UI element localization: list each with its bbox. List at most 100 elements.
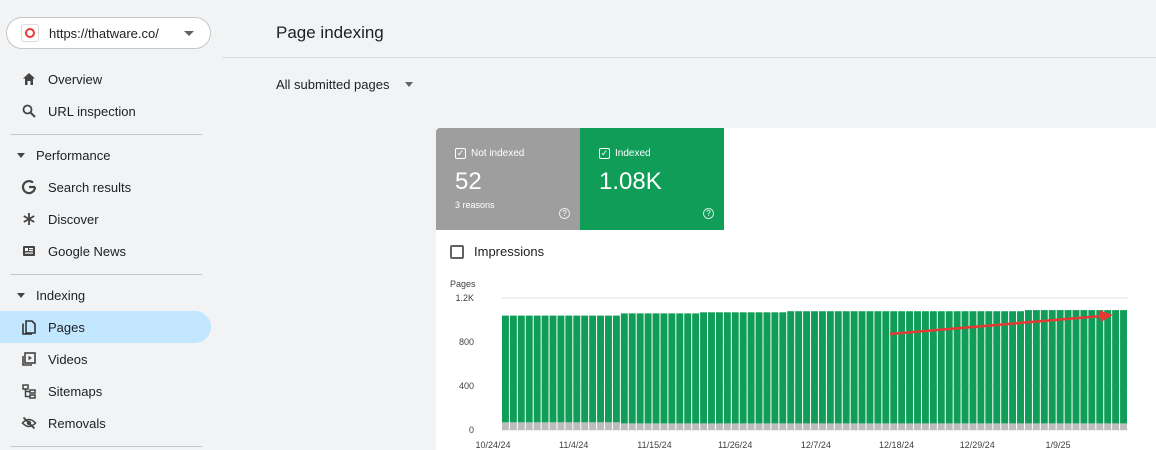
bar-indexed[interactable] — [937, 311, 945, 424]
bar-indexed[interactable] — [1088, 310, 1096, 424]
bar-indexed[interactable] — [723, 312, 731, 424]
property-selector[interactable]: https://thatware.co/ — [6, 17, 211, 49]
bar-not-indexed[interactable] — [898, 423, 906, 430]
bar-not-indexed[interactable] — [874, 423, 882, 430]
bar-indexed[interactable] — [573, 315, 581, 423]
bar-not-indexed[interactable] — [739, 423, 747, 430]
bar-indexed[interactable] — [692, 313, 700, 424]
bar-not-indexed[interactable] — [581, 422, 589, 430]
indexed-tile[interactable]: ✓ Indexed 1.08K ? — [580, 128, 724, 230]
bar-indexed[interactable] — [850, 311, 858, 424]
bar-indexed[interactable] — [842, 311, 850, 424]
bar-not-indexed[interactable] — [906, 423, 914, 430]
bar-not-indexed[interactable] — [985, 423, 993, 430]
bar-indexed[interactable] — [779, 312, 787, 424]
bar-indexed[interactable] — [1048, 310, 1056, 424]
bar-indexed[interactable] — [565, 315, 573, 423]
bar-not-indexed[interactable] — [850, 423, 858, 430]
bar-not-indexed[interactable] — [1080, 423, 1088, 430]
bar-indexed[interactable] — [525, 315, 533, 423]
bar-not-indexed[interactable] — [1040, 423, 1048, 430]
bar-not-indexed[interactable] — [660, 423, 668, 430]
bar-not-indexed[interactable] — [1072, 423, 1080, 430]
bar-not-indexed[interactable] — [977, 423, 985, 430]
bar-indexed[interactable] — [1040, 310, 1048, 424]
bar-not-indexed[interactable] — [811, 423, 818, 430]
bar-indexed[interactable] — [763, 312, 771, 424]
bar-not-indexed[interactable] — [644, 423, 652, 430]
bar-not-indexed[interactable] — [842, 423, 850, 430]
bar-not-indexed[interactable] — [517, 422, 525, 430]
checkbox-checked-icon[interactable]: ✓ — [455, 148, 466, 159]
bar-not-indexed[interactable] — [565, 422, 573, 430]
bar-indexed[interactable] — [636, 313, 644, 424]
bar-not-indexed[interactable] — [541, 422, 549, 430]
bar-not-indexed[interactable] — [826, 423, 834, 430]
bar-not-indexed[interactable] — [502, 422, 509, 430]
bar-indexed[interactable] — [826, 311, 834, 424]
bar-not-indexed[interactable] — [1009, 423, 1017, 430]
bar-indexed[interactable] — [818, 311, 826, 424]
sidebar-item-discover[interactable]: Discover — [0, 203, 211, 235]
bar-indexed[interactable] — [1120, 310, 1127, 424]
bar-not-indexed[interactable] — [1104, 423, 1112, 430]
bar-indexed[interactable] — [961, 311, 969, 424]
bar-indexed[interactable] — [589, 315, 597, 423]
bar-not-indexed[interactable] — [771, 423, 779, 430]
section-indexing[interactable]: Indexing — [0, 283, 211, 307]
sidebar-item-videos[interactable]: Videos — [0, 343, 211, 375]
bar-not-indexed[interactable] — [1017, 423, 1024, 430]
bar-indexed[interactable] — [517, 315, 525, 423]
bar-not-indexed[interactable] — [1032, 423, 1040, 430]
bar-indexed[interactable] — [858, 311, 866, 424]
bar-indexed[interactable] — [890, 311, 898, 424]
bar-indexed[interactable] — [581, 315, 589, 423]
bar-not-indexed[interactable] — [921, 423, 929, 430]
submitted-pages-filter[interactable]: All submitted pages — [276, 77, 414, 92]
bar-not-indexed[interactable] — [993, 423, 1001, 430]
section-performance[interactable]: Performance — [0, 143, 211, 167]
sidebar-item-removals[interactable]: Removals — [0, 407, 211, 439]
bar-indexed[interactable] — [1072, 310, 1080, 424]
bar-not-indexed[interactable] — [834, 423, 842, 430]
bar-not-indexed[interactable] — [715, 423, 723, 430]
bar-not-indexed[interactable] — [1120, 423, 1127, 430]
bar-not-indexed[interactable] — [1088, 423, 1096, 430]
bar-not-indexed[interactable] — [1056, 423, 1064, 430]
bar-indexed[interactable] — [1104, 310, 1112, 424]
bar-indexed[interactable] — [977, 311, 985, 424]
bar-not-indexed[interactable] — [636, 423, 644, 430]
bar-indexed[interactable] — [1024, 310, 1032, 424]
bar-indexed[interactable] — [652, 313, 660, 424]
bar-indexed[interactable] — [985, 311, 993, 424]
bar-not-indexed[interactable] — [708, 423, 715, 430]
bar-indexed[interactable] — [1001, 311, 1009, 424]
bar-indexed[interactable] — [549, 315, 557, 423]
bar-not-indexed[interactable] — [692, 423, 700, 430]
bar-indexed[interactable] — [811, 311, 818, 424]
bar-not-indexed[interactable] — [890, 423, 898, 430]
bar-not-indexed[interactable] — [795, 423, 803, 430]
bar-indexed[interactable] — [605, 315, 612, 423]
bar-not-indexed[interactable] — [1112, 423, 1120, 430]
bar-not-indexed[interactable] — [929, 423, 937, 430]
bar-not-indexed[interactable] — [605, 422, 612, 430]
bar-indexed[interactable] — [834, 311, 842, 424]
bar-indexed[interactable] — [874, 311, 882, 424]
sidebar-item-search-results[interactable]: Search results — [0, 171, 211, 203]
bar-not-indexed[interactable] — [882, 423, 890, 430]
bar-indexed[interactable] — [1112, 310, 1120, 424]
bar-not-indexed[interactable] — [1096, 423, 1104, 430]
bar-not-indexed[interactable] — [652, 423, 660, 430]
bar-not-indexed[interactable] — [945, 423, 953, 430]
bar-indexed[interactable] — [747, 312, 755, 424]
sidebar-item-overview[interactable]: Overview — [0, 63, 211, 95]
checkbox-unchecked-icon[interactable] — [450, 244, 464, 259]
bar-not-indexed[interactable] — [787, 423, 795, 430]
bar-not-indexed[interactable] — [533, 422, 541, 430]
bar-not-indexed[interactable] — [628, 423, 636, 430]
bar-indexed[interactable] — [803, 311, 811, 424]
bar-indexed[interactable] — [612, 315, 620, 423]
bar-not-indexed[interactable] — [573, 422, 581, 430]
bar-indexed[interactable] — [715, 312, 723, 424]
